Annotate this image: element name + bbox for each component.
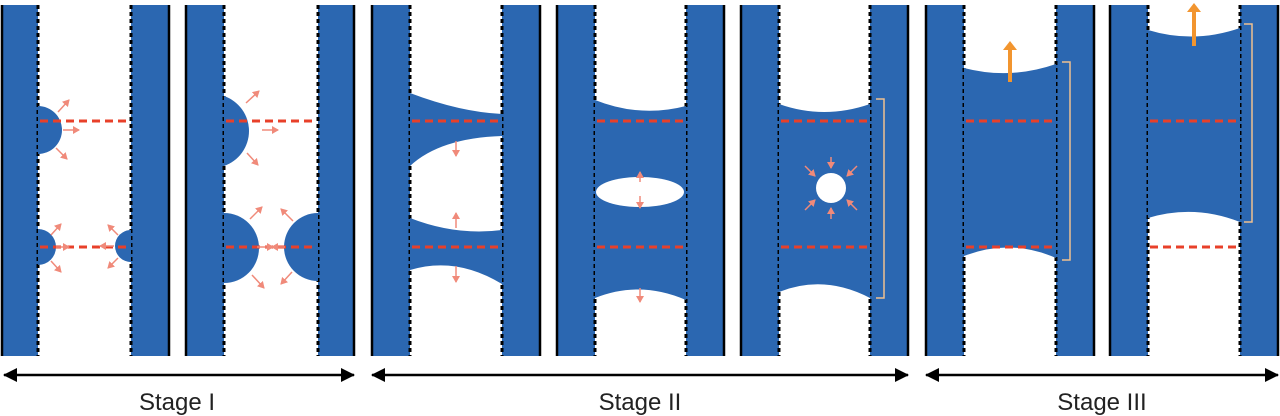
wall-right bbox=[502, 5, 540, 356]
panel-4 bbox=[555, 5, 726, 356]
panel-6 bbox=[924, 5, 1096, 356]
wall-right bbox=[686, 5, 724, 356]
liquid-plug bbox=[964, 64, 1056, 258]
gas-bubble bbox=[816, 173, 846, 203]
growth-arrows bbox=[245, 90, 294, 289]
wall-left bbox=[741, 5, 779, 356]
wall-right bbox=[1240, 5, 1278, 356]
wall-left bbox=[926, 5, 964, 356]
stage-iii-label: Stage III bbox=[1057, 389, 1146, 416]
length-bracket bbox=[876, 98, 885, 299]
length-bracket bbox=[1062, 61, 1071, 261]
liquid-bridge bbox=[410, 93, 502, 166]
panel-2 bbox=[184, 5, 356, 356]
gas-pocket bbox=[596, 177, 684, 207]
liquid-plug bbox=[1148, 28, 1240, 222]
length-bracket bbox=[1244, 23, 1253, 223]
droplet bbox=[38, 106, 62, 154]
wall-left bbox=[1110, 5, 1148, 356]
wall-left bbox=[557, 5, 595, 356]
stage-i-label: Stage I bbox=[139, 389, 215, 416]
liquid-bridge bbox=[410, 218, 502, 284]
stage-iii-span: Stage III bbox=[925, 368, 1279, 416]
droplet bbox=[284, 213, 318, 281]
wall-left bbox=[2, 5, 38, 356]
panel-3 bbox=[370, 5, 542, 356]
droplet bbox=[224, 96, 249, 166]
growth-arrows bbox=[50, 99, 119, 273]
stage-ii-label: Stage II bbox=[599, 389, 682, 416]
panel-7 bbox=[1108, 3, 1280, 356]
wall-right bbox=[1056, 5, 1094, 356]
wall-right bbox=[870, 5, 908, 356]
wall-left bbox=[186, 5, 224, 356]
stage-i-span: Stage I bbox=[3, 368, 355, 416]
wall-left bbox=[372, 5, 410, 356]
panel-1 bbox=[0, 5, 171, 356]
shrink-arrows bbox=[804, 157, 858, 219]
wall-right bbox=[318, 5, 354, 356]
wall-right bbox=[131, 5, 169, 356]
stage-ii-span: Stage II bbox=[371, 368, 909, 416]
panel-5 bbox=[739, 5, 910, 356]
